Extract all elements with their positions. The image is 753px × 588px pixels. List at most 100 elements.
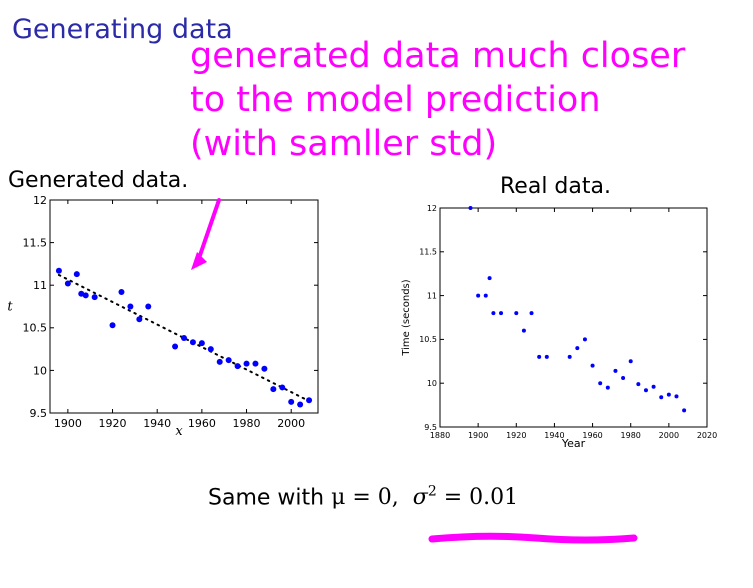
data-point <box>145 303 152 310</box>
data-point <box>567 354 572 359</box>
slide-title: Generating data <box>12 14 233 45</box>
data-point <box>172 343 179 350</box>
data-point <box>91 294 98 301</box>
formula-prefix: Same with <box>208 485 332 511</box>
formula-mu: μ = 0, <box>331 485 399 511</box>
x-tick-label: 1940 <box>544 431 564 440</box>
x-tick-label: 1960 <box>188 417 216 430</box>
x-tick-label: 2000 <box>277 417 305 430</box>
x-tick-label: 1940 <box>143 417 171 430</box>
handwritten-annotation: generated data much closer to the model … <box>190 34 750 166</box>
x-tick-label: 1980 <box>233 417 261 430</box>
y-tick-label: 11.5 <box>419 248 437 257</box>
y-tick-label: 9.5 <box>30 407 48 420</box>
y-tick-label: 10 <box>33 364 47 377</box>
data-point <box>636 382 641 387</box>
x-tick-label: 1980 <box>621 431 641 440</box>
data-point <box>682 408 687 413</box>
x-tick-label: 1880 <box>430 431 450 440</box>
model-prediction-line <box>57 273 311 403</box>
data-point <box>82 292 89 299</box>
data-point <box>590 363 595 368</box>
data-point <box>605 385 610 390</box>
y-tick-label: 10 <box>427 379 437 388</box>
real-data-chart: 1880 1900 1920 1940 1960 1980 2000 2020 9.5 10 10.… <box>401 204 717 450</box>
data-point <box>514 311 519 316</box>
y-axis-label: t <box>7 300 13 315</box>
y-tick-label: 12 <box>33 194 47 207</box>
data-point <box>476 293 481 298</box>
plot-frame <box>439 207 708 428</box>
annotation-arrow-icon <box>191 198 221 270</box>
formula: Same with μ = 0, σ2 = 0.01 <box>208 484 518 510</box>
data-point <box>666 392 671 397</box>
data-point <box>529 311 534 316</box>
x-tick-label: 1900 <box>54 417 82 430</box>
data-point <box>216 358 223 365</box>
data-point <box>64 280 71 287</box>
x-axis-label: Year <box>561 437 586 450</box>
data-point <box>181 335 187 342</box>
data-point <box>73 271 80 278</box>
y-tick-label: 11 <box>33 279 47 292</box>
real-data-label: Real data. <box>500 174 611 199</box>
y-tick-label: 12 <box>427 204 437 213</box>
data-point <box>207 346 214 353</box>
data-point <box>198 340 205 347</box>
data-point <box>243 360 250 367</box>
data-point <box>468 206 473 210</box>
data-point <box>118 289 125 296</box>
annotation-line-1: generated data much closer <box>190 36 686 76</box>
generated-data-chart: 1900 1920 1940 1960 1980 2000 9.5 10 10.5 11 11.5 1… <box>7 194 319 439</box>
x-tick-label: 1900 <box>468 431 488 440</box>
data-point <box>487 276 492 281</box>
x-tick-label: 1920 <box>99 417 127 430</box>
data-point <box>521 328 526 333</box>
annotation-line-2: to the model prediction <box>190 80 601 120</box>
data-point <box>109 322 116 329</box>
data-point <box>55 267 62 274</box>
formula-sigma-exp: 2 <box>427 484 437 500</box>
data-point <box>613 368 618 373</box>
data-point <box>127 303 134 310</box>
data-point <box>297 401 304 408</box>
y-tick-label: 10.5 <box>419 335 437 344</box>
data-point <box>279 384 286 391</box>
data-point <box>621 375 626 380</box>
data-point <box>306 397 313 404</box>
data-point <box>674 394 679 399</box>
data-point <box>499 311 504 316</box>
data-point <box>189 339 196 346</box>
formula-sigma-value: = 0.01 <box>436 485 519 511</box>
data-point <box>537 354 542 359</box>
data-point <box>651 384 656 389</box>
data-point <box>643 388 648 393</box>
y-tick-label: 11.5 <box>23 236 48 249</box>
x-tick-label: 1920 <box>506 431 526 440</box>
data-point <box>288 398 295 405</box>
data-point <box>659 395 664 400</box>
annotation-underline <box>428 532 638 544</box>
y-tick-label: 10.5 <box>23 322 48 335</box>
annotation-line-3: (with samller std) <box>190 124 498 164</box>
data-point <box>598 381 603 386</box>
y-axis-label: Time (seconds) <box>401 279 412 356</box>
x-tick-label: 2020 <box>697 431 717 440</box>
generated-data-label: Generated data. <box>8 168 189 193</box>
data-point <box>582 337 587 342</box>
data-point <box>136 316 143 323</box>
y-tick-label: 9.5 <box>424 423 437 432</box>
formula-sigma-symbol: σ <box>412 485 428 511</box>
data-point <box>234 363 241 370</box>
data-point <box>544 354 549 359</box>
data-point <box>225 357 232 364</box>
data-point <box>252 360 259 367</box>
x-tick-label: 1960 <box>582 431 602 440</box>
data-point <box>270 386 277 393</box>
data-point <box>483 293 488 298</box>
data-point <box>261 365 268 372</box>
x-tick-label: 2000 <box>659 431 679 440</box>
plot-frame <box>49 199 319 414</box>
y-tick-label: 11 <box>427 291 437 300</box>
data-point <box>575 346 580 351</box>
